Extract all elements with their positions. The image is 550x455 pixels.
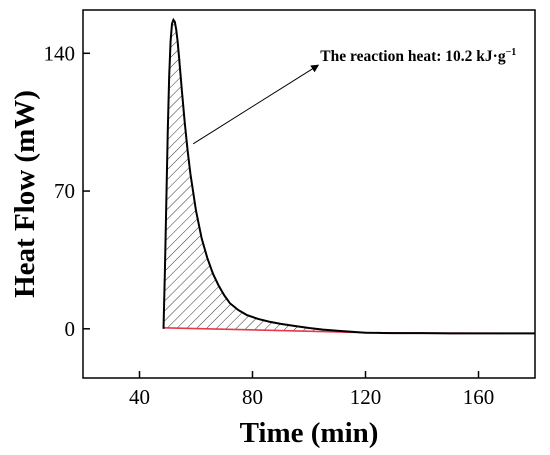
heat-flow-curve: [162, 17, 535, 335]
y-tick-label: 70: [54, 179, 75, 203]
reaction-heat-area: [163, 19, 380, 333]
annotation-text: The reaction heat: 10.2 kJ·g−1: [320, 47, 516, 65]
plot-frame: [82, 9, 536, 379]
y-tick-label: 0: [65, 317, 76, 341]
y-tick-label: 140: [44, 41, 76, 65]
y-axis-title: Heat Flow (mW): [9, 90, 41, 298]
annotation-main: The reaction heat: 10.2 kJ·g: [320, 48, 506, 65]
x-tick-label: 160: [463, 385, 495, 409]
x-tick-label: 40: [129, 385, 150, 409]
x-axis-title: Time (min): [240, 417, 379, 449]
x-axis-ticks: 40 80 120 160: [129, 371, 494, 409]
annotation-arrow: [192, 64, 320, 145]
x-tick-label: 120: [350, 385, 382, 409]
x-tick-label: 80: [242, 385, 263, 409]
annotation-superscript: −1: [506, 47, 517, 58]
y-axis-ticks: 0 70 140: [44, 41, 90, 341]
